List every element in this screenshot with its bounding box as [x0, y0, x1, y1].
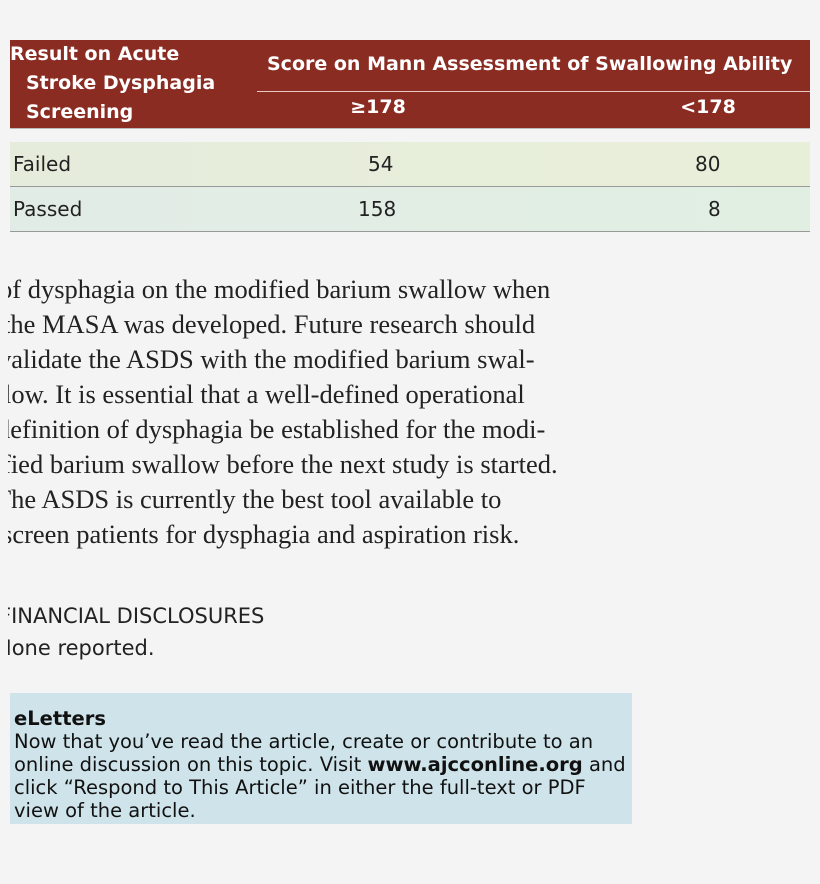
cell: 8	[708, 197, 721, 221]
body-text: of dysphagia on the modified barium swal…	[8, 274, 708, 564]
cell: Passed	[13, 197, 83, 221]
header-text: Stroke Dysphagia	[26, 72, 216, 94]
disclosures: FINANCIAL DISCLOSURES None reported.	[8, 600, 408, 670]
eletters-text: Now that you’ve read the article, create…	[14, 730, 626, 822]
column-header: ≥178	[350, 96, 406, 118]
text: Now that you’ve read the article, create…	[14, 730, 594, 776]
link[interactable]: www.ajcconline.org	[367, 753, 583, 776]
cell: 54	[368, 152, 394, 176]
column-header: <178	[680, 96, 736, 118]
header-text: Screening	[26, 101, 134, 123]
text-line: validate the ASDS with the modified bari…	[8, 344, 535, 374]
eletters-box: eLetters Now that you’ve read the articl…	[10, 693, 632, 824]
text: and click “Respond to This Article” in e…	[14, 753, 626, 822]
text-line: the MASA was developed. Future research …	[8, 309, 536, 339]
text-line: The ASDS is currently the best tool avai…	[8, 484, 502, 514]
row-label-header: Result on Acute Stroke Dysphagia Screeni…	[10, 40, 215, 127]
table-row: Passed 158 8	[10, 187, 810, 232]
header-text: Result on Acute	[10, 43, 180, 65]
separator	[10, 128, 810, 143]
text-line: fied barium swallow before the next stud…	[8, 449, 558, 479]
text-line: of dysphagia on the modified barium swal…	[8, 274, 551, 304]
table-row: Failed 54 80	[10, 142, 810, 187]
header-rule	[257, 91, 810, 92]
section-text: None reported.	[8, 636, 155, 660]
section-heading: FINANCIAL DISCLOSURES	[8, 604, 265, 628]
cell: 80	[695, 152, 721, 176]
table-header: Result on Acute Stroke Dysphagia Screeni…	[10, 40, 810, 128]
text-line: definition of dysphagia be established f…	[8, 414, 546, 444]
text-line: screen patients for dysphagia and aspira…	[8, 519, 520, 549]
text-line: low. It is essential that a well-defined…	[8, 379, 525, 409]
eletters-title: eLetters	[14, 707, 106, 730]
group-header: Score on Mann Assessment of Swallowing A…	[267, 53, 793, 75]
cell: Failed	[13, 152, 72, 176]
cell: 158	[358, 197, 397, 221]
